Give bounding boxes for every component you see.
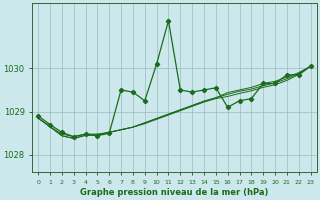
X-axis label: Graphe pression niveau de la mer (hPa): Graphe pression niveau de la mer (hPa): [80, 188, 268, 197]
